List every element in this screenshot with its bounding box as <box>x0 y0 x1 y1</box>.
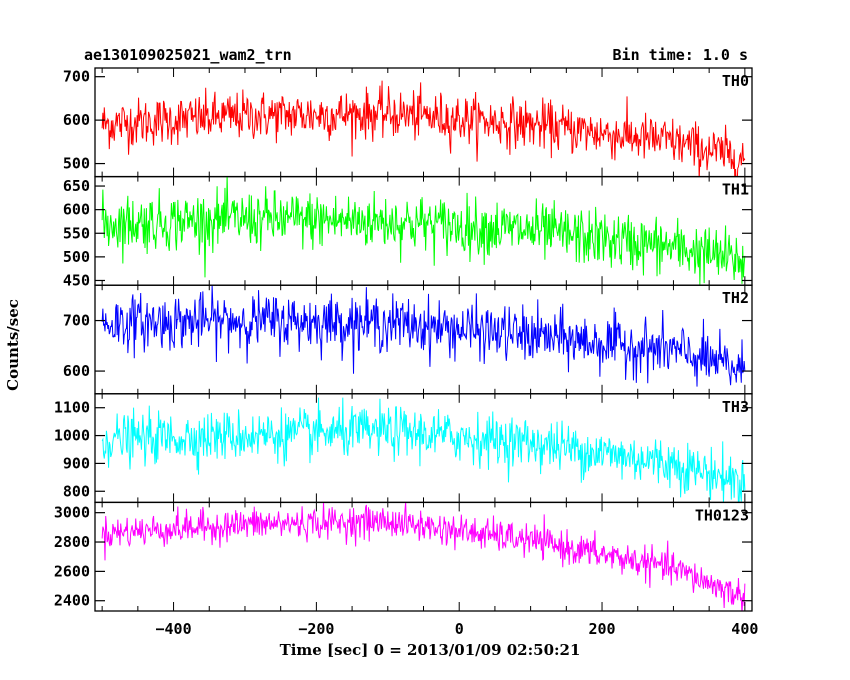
series-line-th1 <box>101 176 746 285</box>
y-tick-label: 500 <box>63 248 90 266</box>
series-line-th2 <box>101 285 746 387</box>
panel-th3: 800 900 1000 1100 TH3 <box>54 393 753 504</box>
x-tick-label: −400 <box>155 620 191 638</box>
panel-frame <box>94 67 753 178</box>
x-tick-label: 200 <box>588 620 615 638</box>
y-tick-label: 450 <box>63 271 90 289</box>
panel-name-th2: TH2 <box>722 289 749 307</box>
y-tick-label: 2400 <box>54 592 90 610</box>
y-tick-label: 700 <box>63 312 90 330</box>
x-tick-label: 0 <box>455 620 464 638</box>
y-tick-label: 550 <box>63 224 90 242</box>
panel-frame <box>94 501 753 612</box>
y-axis-label: Counts/sec <box>4 299 22 391</box>
panel-name-th1: TH1 <box>722 181 749 199</box>
series-line-th0 <box>101 80 746 177</box>
series-line-th3 <box>101 397 746 503</box>
series-line-th0123 <box>101 502 746 611</box>
y-tick-label: 3000 <box>54 504 90 522</box>
panel-th0123: 2400 2600 2800 3000 TH0123 <box>54 501 753 612</box>
panels-group: 500 600 700 TH0 450 500 550 600 650 TH1 600 700 TH2 8… <box>54 67 758 638</box>
panel-name-th0123: TH0123 <box>695 506 749 524</box>
x-axis-label: Time [sec] 0 = 2013/01/09 02:50:21 <box>280 641 581 659</box>
panel-th1: 450 500 550 600 650 TH1 <box>63 175 753 289</box>
y-tick-label: 700 <box>63 68 90 86</box>
panel-name-th0: TH0 <box>722 72 749 90</box>
y-tick-label: 600 <box>63 362 90 380</box>
chart-title: ae130109025021_wam2_trn <box>84 46 292 64</box>
y-tick-label: 2600 <box>54 562 90 580</box>
panel-th0: 500 600 700 TH0 <box>63 67 753 178</box>
bin-time-label: Bin time: 1.0 s <box>613 46 748 64</box>
x-tick-label: −200 <box>298 620 334 638</box>
y-tick-label: 600 <box>63 201 90 219</box>
y-tick-label: 1100 <box>54 399 90 417</box>
y-tick-label: 600 <box>63 111 90 129</box>
panel-name-th3: TH3 <box>722 398 749 416</box>
y-tick-label: 2800 <box>54 533 90 551</box>
y-tick-label: 500 <box>63 155 90 173</box>
panel-th2: 600 700 TH2 <box>63 284 753 395</box>
y-tick-label: 800 <box>63 482 90 500</box>
y-tick-label: 650 <box>63 177 90 195</box>
x-tick-label: 400 <box>731 620 758 638</box>
y-tick-label: 1000 <box>54 427 90 445</box>
y-tick-label: 900 <box>63 454 90 472</box>
